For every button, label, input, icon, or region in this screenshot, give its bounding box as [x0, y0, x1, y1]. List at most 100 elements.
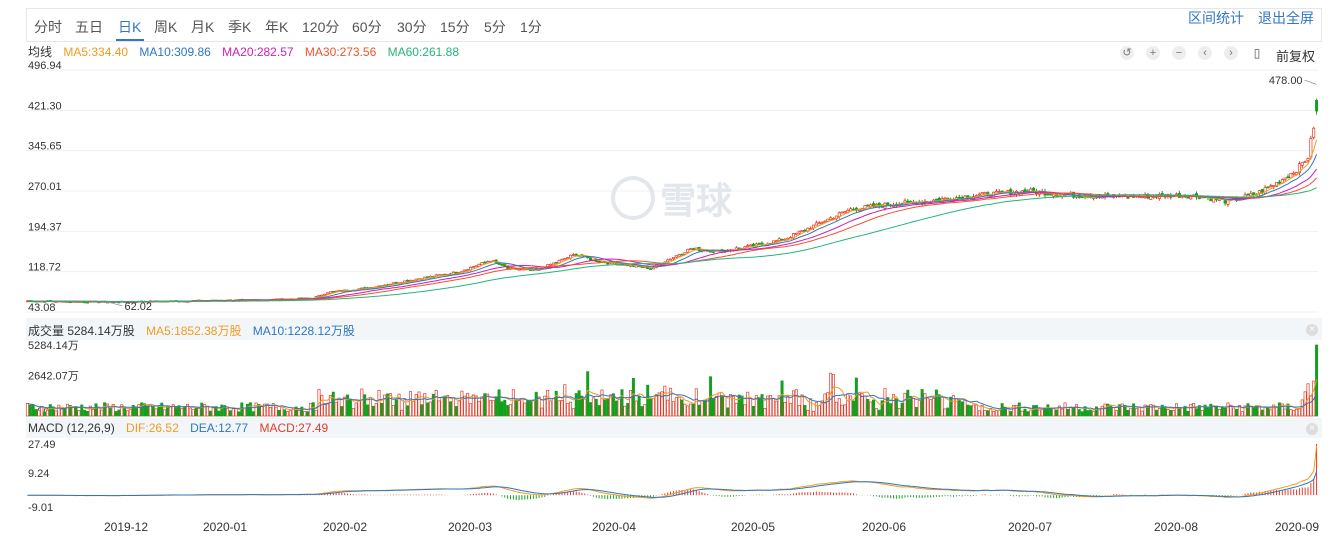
- tab-1[interactable]: 五日: [75, 19, 103, 35]
- volume-bar: [1223, 407, 1227, 417]
- tab-12[interactable]: 1分: [520, 19, 542, 35]
- volume-bar: [1226, 402, 1230, 417]
- volume-bar: [531, 399, 535, 417]
- volume-ma5-value: MA5:1852.38万股: [146, 324, 242, 338]
- volume-bar: [1309, 395, 1313, 417]
- volume-bar: [1295, 408, 1299, 417]
- volume-bar: [992, 410, 996, 417]
- exit-fullscreen-link[interactable]: 退出全屏: [1258, 10, 1314, 26]
- candle-body: [1306, 158, 1310, 161]
- close-macd-icon[interactable]: ×: [1306, 423, 1318, 435]
- volume-bar: [326, 402, 330, 417]
- volume-bar: [454, 406, 458, 417]
- volume-bar: [426, 402, 430, 417]
- tab-7[interactable]: 120分: [302, 19, 340, 35]
- volume-bar: [623, 405, 627, 417]
- ma-label: 均线: [28, 45, 53, 59]
- next-icon[interactable]: ›: [1224, 46, 1238, 60]
- tab-11[interactable]: 5分: [484, 19, 506, 35]
- tab-9[interactable]: 30分: [397, 19, 427, 35]
- zoom-out-icon[interactable]: −: [1172, 46, 1186, 60]
- volume-bar: [940, 396, 944, 417]
- volume-bar: [334, 401, 338, 417]
- volume-bar: [809, 398, 813, 417]
- candle-body: [749, 244, 753, 247]
- tab-8[interactable]: 60分: [352, 19, 382, 35]
- volume-bar: [486, 393, 490, 417]
- volume-bar: [134, 406, 138, 417]
- volume-bar: [91, 408, 95, 417]
- tab-2[interactable]: 日K: [118, 19, 142, 35]
- volume-bar: [423, 393, 427, 417]
- close-volume-icon[interactable]: ×: [1306, 324, 1318, 336]
- volume-bar: [1046, 404, 1050, 417]
- volume-bar: [383, 394, 387, 417]
- volume-bar: [760, 394, 764, 417]
- candle-body: [1209, 198, 1213, 202]
- tab-5[interactable]: 季K: [228, 19, 252, 35]
- volume-bar: [963, 399, 967, 417]
- candle-body: [606, 262, 610, 265]
- volume-bar: [254, 402, 258, 417]
- volume-bar: [671, 401, 675, 417]
- volume-bar: [1009, 411, 1013, 417]
- volume-bar: [1175, 403, 1179, 417]
- volume-bar: [594, 398, 598, 417]
- macd-header-strip: [26, 418, 1322, 438]
- volume-bar: [903, 392, 907, 417]
- zoom-in-icon[interactable]: +: [1146, 46, 1160, 60]
- volume-bar: [1200, 409, 1204, 417]
- volume-bar: [180, 408, 184, 417]
- tab-6[interactable]: 年K: [265, 19, 289, 35]
- candle-body: [1289, 173, 1293, 179]
- volume-bar: [346, 394, 350, 417]
- date-tick-label: 2019-12: [104, 520, 148, 534]
- volume-bar: [857, 392, 861, 417]
- volume-bar: [408, 391, 412, 417]
- date-tick-label: 2020-09: [1275, 520, 1319, 534]
- candle-icon[interactable]: ▯: [1253, 46, 1261, 60]
- volume-bar: [143, 403, 147, 417]
- volume-bar: [729, 393, 733, 417]
- volume-bar: [257, 404, 261, 417]
- volume-bar: [886, 397, 890, 417]
- volume-bar: [751, 405, 755, 417]
- volume-bar: [814, 401, 818, 417]
- volume-bar: [111, 403, 115, 417]
- volume-bar: [660, 391, 664, 417]
- volume-bar: [1080, 411, 1084, 417]
- macd-tick-label: 9.24: [28, 468, 49, 480]
- volume-bar: [206, 405, 210, 417]
- candle-body: [1252, 192, 1256, 196]
- tab-3[interactable]: 周K: [154, 19, 178, 35]
- candle-body: [323, 293, 327, 296]
- volume-bar: [929, 399, 933, 417]
- volume-bar: [160, 402, 164, 417]
- tab-0[interactable]: 分时: [34, 19, 62, 35]
- prev-icon[interactable]: ‹: [1198, 46, 1212, 60]
- volume-bar: [65, 403, 69, 417]
- candle-body: [1263, 187, 1267, 194]
- candle-body: [774, 240, 778, 243]
- period-toolbar: [26, 8, 1322, 42]
- volume-bar: [980, 404, 984, 417]
- volume-bar: [1146, 405, 1150, 417]
- interval-stats-link[interactable]: 区间统计: [1188, 10, 1244, 26]
- candle-body: [1297, 163, 1301, 174]
- volume-bar: [926, 397, 930, 417]
- candle-body: [466, 269, 470, 271]
- volume-bar: [88, 405, 92, 417]
- volume-bar: [517, 400, 521, 417]
- volume-bar: [974, 404, 978, 417]
- volume-bar: [1189, 403, 1193, 417]
- tab-4[interactable]: 月K: [191, 19, 215, 35]
- undo-icon[interactable]: ↺: [1120, 46, 1134, 60]
- adjust-mode-label[interactable]: 前复权: [1276, 49, 1316, 64]
- volume-bar: [1023, 408, 1027, 417]
- volume-bar: [443, 396, 447, 417]
- tab-10[interactable]: 15分: [440, 19, 470, 35]
- volume-bar: [586, 371, 590, 417]
- volume-bar: [208, 410, 212, 417]
- volume-bar: [843, 404, 847, 417]
